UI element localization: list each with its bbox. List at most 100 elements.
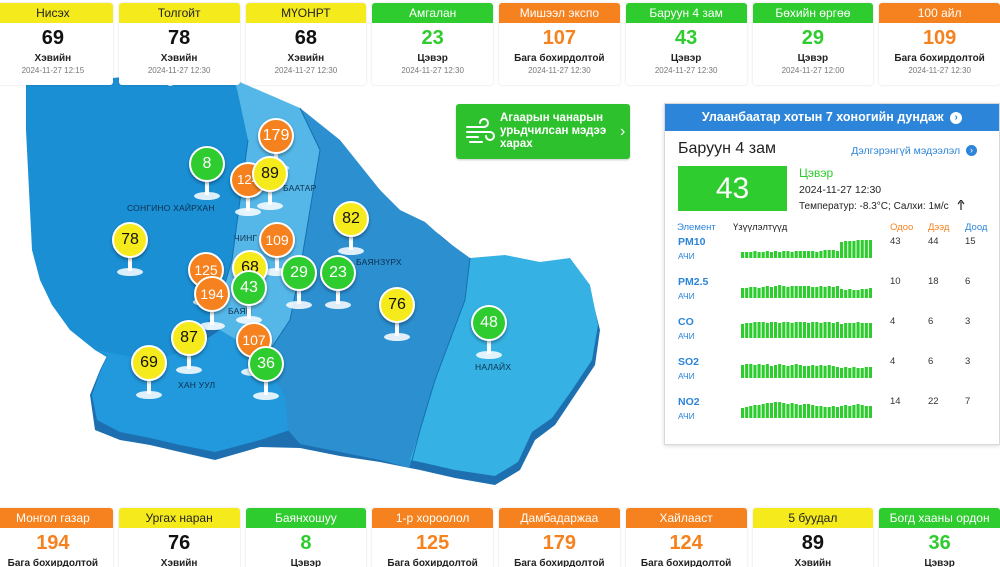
map-marker[interactable]: 69: [129, 345, 169, 403]
station-card[interactable]: Дамбадаржаа 179 Бага бохирдолтой: [499, 508, 620, 567]
station-card[interactable]: Амгалан 23 Цэвэр 2024-11-27 12:30: [372, 3, 493, 85]
map-marker[interactable]: 48: [469, 305, 509, 363]
col-trend: Үзүүлэлтүүд: [733, 222, 788, 233]
pollutant-now: 4: [890, 316, 896, 327]
trend-bar: [757, 405, 761, 418]
trend-bar: [823, 322, 827, 338]
trend-bar: [778, 323, 782, 338]
station-card[interactable]: Монгол газар 194 Бага бохирдолтой: [0, 508, 113, 567]
trend-bar: [864, 240, 868, 258]
station-card-status: Цэвэр: [670, 53, 702, 64]
pollutant-trend-chart: [741, 364, 873, 378]
station-card[interactable]: Толгойт 78 Хэвийн 2024-11-27 12:30: [118, 3, 240, 85]
station-card[interactable]: Баянхошуу 8 Цэвэр: [245, 508, 367, 567]
station-card[interactable]: 100 айл 109 Бага бохирдолтой 2024-11-27 12:…: [879, 3, 1000, 85]
station-card[interactable]: МҮОНРТ 68 Хэвийн 2024-11-27 12:30: [245, 3, 367, 85]
station-card[interactable]: Бөхийн өргөө 29 Цэвэр 2024-11-27 12:00: [752, 3, 874, 85]
map-marker[interactable]: 87: [169, 320, 209, 378]
station-card[interactable]: 1-р хороолол 125 Бага бохирдолтой: [372, 508, 493, 567]
trend-bar: [827, 286, 831, 298]
map-marker[interactable]: 76: [377, 287, 417, 345]
trend-bar: [757, 322, 761, 338]
station-card[interactable]: Богд хааны ордон музей 36 Цэвэр: [879, 508, 1000, 567]
trend-bar: [753, 287, 757, 298]
map-marker[interactable]: 89: [250, 156, 290, 214]
trend-bar: [774, 322, 778, 338]
trend-bar: [802, 366, 807, 378]
weather-text: Температур: -8.3°C; Салхи: 1м/с: [799, 201, 949, 212]
detail-link[interactable]: Дэлгэрэнгүй мэдээлэл ›: [851, 145, 977, 157]
marker-value: 179: [258, 118, 294, 154]
trend-bar: [831, 366, 835, 378]
trend-bar: [741, 408, 745, 418]
pin-stem: [336, 290, 340, 304]
map-marker[interactable]: 36: [246, 346, 286, 404]
trend-bar: [864, 323, 868, 338]
pin-base: [325, 301, 351, 309]
marker-value: 8: [189, 146, 225, 182]
pollutant-trend-chart: [741, 402, 873, 418]
trend-bar: [794, 404, 798, 418]
aqi-value: 43: [678, 166, 787, 211]
map-marker[interactable]: 23: [318, 255, 358, 313]
trend-bar: [807, 366, 811, 378]
trend-bar: [749, 323, 753, 338]
trend-bar: [769, 287, 774, 298]
col-now: Одоо: [890, 222, 914, 233]
pin-base: [136, 391, 162, 399]
station-card-aqi: 78: [168, 27, 191, 49]
pollutant-unit: АЧИ: [678, 411, 695, 421]
weekly-average-link[interactable]: Улаанбаатар хотын 7 хоногийн дундаж ›: [665, 104, 999, 131]
trend-bar: [761, 252, 765, 258]
trend-bar: [745, 288, 749, 298]
pin-base: [235, 208, 261, 216]
station-card-name: Дамбадаржаа: [499, 508, 620, 528]
trend-bar: [798, 365, 802, 378]
forecast-button[interactable]: Агаарын чанарын урьдчилсан мэдээ харах ›: [456, 104, 630, 159]
map-marker[interactable]: 82: [331, 201, 371, 259]
trend-bar: [827, 407, 831, 418]
district-label-nalaikh: НАЛАЙХ: [475, 362, 512, 372]
station-card[interactable]: 5 буудал 89 Хэвийн: [752, 508, 874, 567]
station-card[interactable]: Хайлааст 124 Бага бохирдолтой: [625, 508, 747, 567]
trend-bar: [802, 286, 807, 298]
map-marker[interactable]: 8: [187, 146, 227, 204]
station-card-name: Баянхошуу: [245, 508, 367, 528]
pin-base: [384, 333, 410, 341]
trend-bar: [794, 364, 798, 378]
station-card-name: МҮОНРТ: [245, 3, 367, 23]
map-marker[interactable]: 29: [279, 255, 319, 313]
station-card-aqi: 194: [36, 532, 70, 554]
pollutant-name: SO2: [678, 356, 700, 368]
station-card-name: Богд хааны ордон музей: [879, 508, 1000, 545]
map-marker[interactable]: 109: [257, 222, 297, 280]
pin-stem: [275, 257, 279, 271]
station-card[interactable]: Ургах наран 76 Хэвийн: [118, 508, 240, 567]
station-card-aqi: 76: [168, 532, 191, 554]
trend-bar: [835, 367, 840, 378]
trend-bar: [749, 252, 753, 258]
trend-bar: [819, 406, 823, 418]
marker-value: 89: [252, 156, 288, 192]
trend-bar: [786, 322, 790, 338]
map-marker[interactable]: 194: [192, 276, 232, 334]
station-card[interactable]: Баруун 4 зам 43 Цэвэр 2024-11-27 12:30: [625, 3, 747, 85]
station-card-status: Хэвийн: [160, 53, 198, 64]
trend-bar: [819, 365, 823, 378]
trend-bar: [798, 405, 802, 418]
pin-base: [286, 301, 312, 309]
trend-bar: [774, 365, 778, 378]
trend-bar: [831, 287, 835, 298]
trend-bar: [753, 251, 757, 258]
district-label-ching: ЧИНГ: [234, 233, 258, 243]
pin-stem: [487, 340, 491, 354]
map-marker[interactable]: 78: [110, 222, 150, 280]
trend-bar: [811, 287, 815, 298]
trend-bar: [868, 367, 873, 378]
station-card-aqi: 69: [41, 27, 64, 49]
map-marker[interactable]: 43: [229, 270, 269, 328]
station-card[interactable]: Нисэх 69 Хэвийн 2024-11-27 12:15: [0, 3, 113, 85]
pin-stem: [147, 380, 151, 394]
map-marker[interactable]: 124: [228, 162, 268, 220]
station-card[interactable]: Мишээл экспо 107 Бага бохирдолтой 2024-11-2…: [499, 3, 620, 85]
